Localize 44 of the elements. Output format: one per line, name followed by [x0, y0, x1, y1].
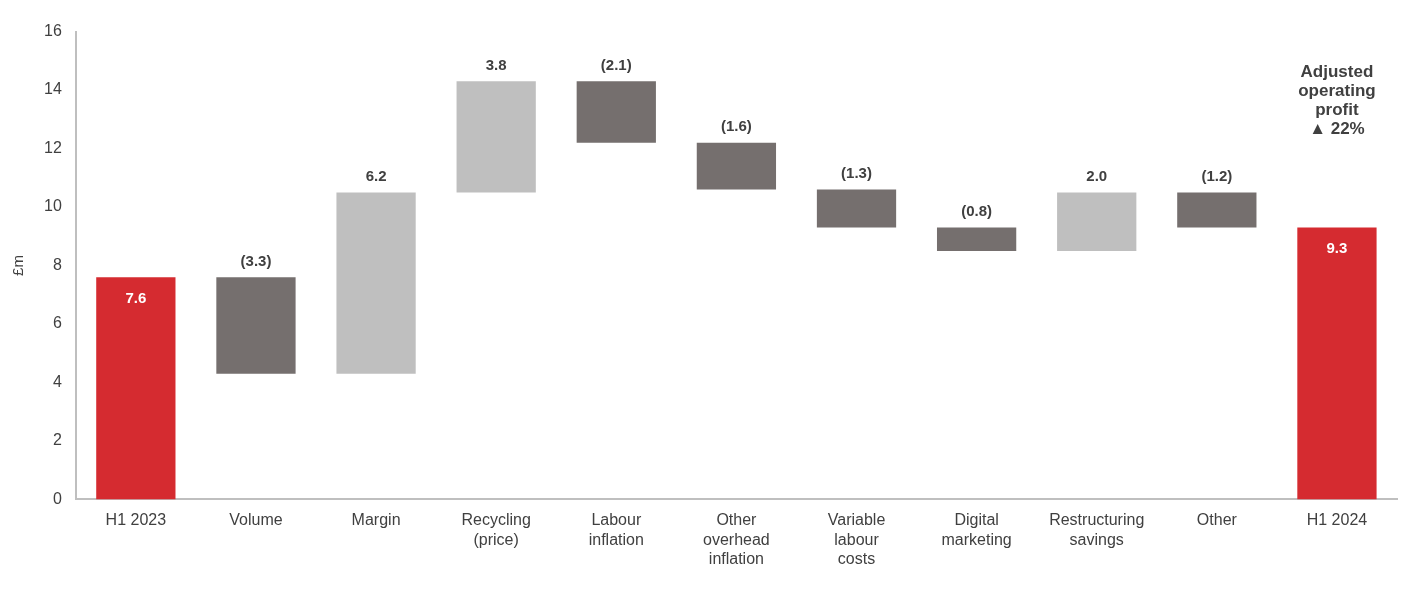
- x-tick-label: Recycling (price): [461, 511, 531, 548]
- y-tick-label: 10: [44, 197, 62, 215]
- x-tick-label: Variable labour costs: [827, 511, 886, 567]
- bar: [216, 277, 296, 374]
- bar: [696, 142, 777, 190]
- bar: [576, 81, 656, 143]
- bar: [816, 189, 897, 228]
- y-tick-label: 4: [52, 372, 62, 390]
- x-tick-label: Margin: [351, 511, 401, 529]
- annotation: Adjusted operating profit ▲ 22%: [1298, 61, 1376, 138]
- x-tick-label: Other: [1196, 511, 1238, 529]
- x-tick-label: H1 2023: [105, 511, 167, 529]
- bar: [1177, 192, 1257, 228]
- data-label: 9.3: [1326, 239, 1348, 257]
- data-label: 6.2: [365, 167, 387, 185]
- y-axis-title: £m: [9, 255, 27, 276]
- bar: [336, 192, 416, 374]
- data-label: (1.3): [841, 164, 872, 182]
- y-tick-label: 2: [52, 431, 62, 449]
- x-tick-label: Volume: [229, 511, 283, 529]
- x-tick-label: H1 2024: [1306, 511, 1368, 529]
- y-tick-label: 12: [44, 138, 62, 156]
- data-label: 2.0: [1086, 167, 1108, 185]
- data-label: (0.8): [961, 202, 993, 220]
- x-tick-label: Restructuring savings: [1049, 511, 1145, 548]
- data-label: (1.2): [1201, 167, 1233, 185]
- bar: [96, 277, 176, 500]
- data-label: (2.1): [600, 55, 632, 73]
- bar: [1057, 192, 1137, 251]
- x-tick-label: Labour inflation: [588, 511, 644, 548]
- data-label: 3.8: [485, 55, 507, 73]
- data-label: (3.3): [240, 251, 272, 269]
- y-tick-label: 14: [44, 80, 62, 98]
- bar: [936, 227, 1017, 251]
- data-label: (1.6): [720, 117, 752, 135]
- x-tick-label: Digital marketing: [941, 511, 1012, 548]
- x-tick-label: Other overhead inflation: [703, 511, 770, 567]
- bar: [456, 81, 536, 193]
- y-tick-label: 8: [52, 255, 62, 273]
- y-tick-label: 16: [44, 22, 62, 40]
- data-label: 7.6: [125, 288, 147, 306]
- bar: [1297, 227, 1377, 500]
- y-tick-label: 6: [52, 314, 62, 332]
- y-tick-label: 0: [52, 489, 62, 507]
